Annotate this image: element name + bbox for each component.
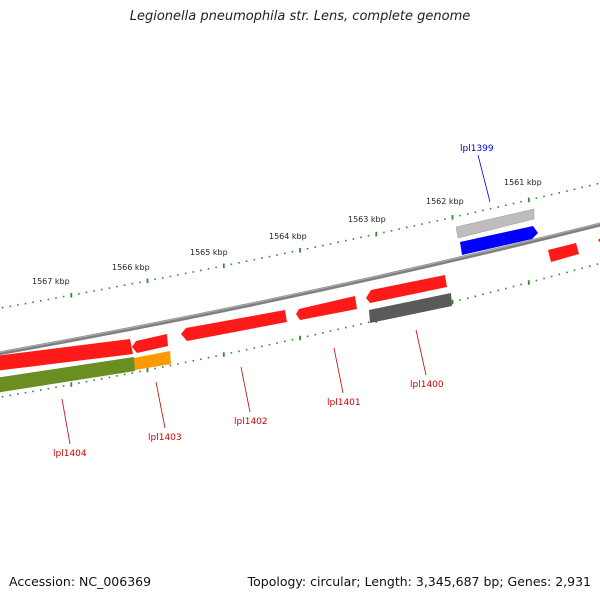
gene-lpl1400-pseudo[interactable] bbox=[369, 293, 452, 323]
label-lpl1404[interactable]: lpl1404 bbox=[53, 449, 87, 459]
gene-lpl1400[interactable] bbox=[366, 275, 447, 303]
gene-right-red[interactable] bbox=[548, 243, 579, 262]
leader-lpl1404 bbox=[61, 398, 71, 445]
gene-lpl1404[interactable] bbox=[0, 339, 133, 371]
tick-label-1564: 1564 kbp bbox=[269, 232, 307, 241]
map-title: Legionella pneumophila str. Lens, comple… bbox=[129, 9, 471, 24]
label-lpl1399[interactable]: lpl1399 bbox=[460, 144, 494, 154]
gene-lpl1401[interactable] bbox=[296, 296, 357, 320]
gene-lpl1403[interactable] bbox=[132, 334, 168, 353]
leader-lpl1402 bbox=[240, 366, 251, 413]
gene-lpl1403-orange[interactable] bbox=[134, 351, 171, 370]
leader-lpl1399 bbox=[477, 154, 491, 203]
label-lpl1400[interactable]: lpl1400 bbox=[410, 380, 444, 390]
genome-summary: Topology: circular; Length: 3,345,687 bp… bbox=[247, 574, 591, 589]
gene-lpl1402[interactable] bbox=[181, 310, 287, 341]
leader-lpl1403 bbox=[155, 381, 166, 429]
inner-tick-ring bbox=[1, 263, 599, 398]
outer-tick-ring bbox=[1, 183, 599, 309]
label-lpl1401[interactable]: lpl1401 bbox=[327, 398, 361, 408]
genome-backbone bbox=[0, 222, 600, 356]
genome-backbone-highlight bbox=[0, 222, 600, 353]
tick-label-1561: 1561 kbp bbox=[504, 178, 542, 187]
tick-label-1567: 1567 kbp bbox=[32, 277, 70, 286]
gene-lpl1399-pseudo[interactable] bbox=[455, 208, 535, 239]
gene-lpl1404-olive[interactable] bbox=[0, 357, 135, 393]
tick-label-1563: 1563 kbp bbox=[348, 215, 386, 224]
tick-label-1562: 1562 kbp bbox=[426, 197, 464, 206]
label-lpl1403[interactable]: lpl1403 bbox=[148, 433, 182, 443]
tick-label-1566: 1566 kbp bbox=[112, 263, 150, 272]
leader-lpl1401 bbox=[333, 347, 344, 394]
accession-label: Accession: NC_006369 bbox=[9, 574, 152, 589]
gene-lpl1399[interactable] bbox=[460, 226, 538, 255]
label-lpl1402[interactable]: lpl1402 bbox=[234, 417, 268, 427]
leader-lpl1400 bbox=[415, 329, 427, 376]
tick-label-1565: 1565 kbp bbox=[190, 248, 228, 257]
